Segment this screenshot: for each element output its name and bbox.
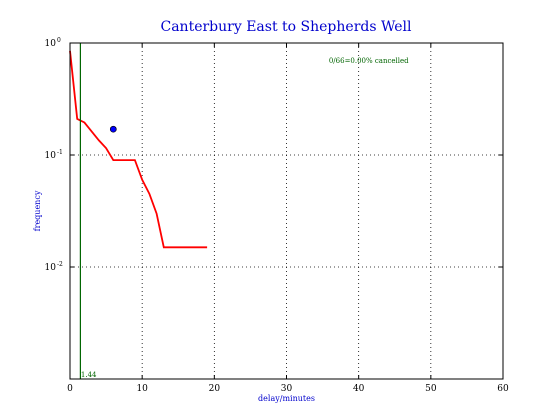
mean-delay-label: 1.44	[81, 371, 97, 379]
x-tick-label: 50	[425, 384, 437, 394]
y-tick-exponent: -2	[57, 261, 63, 268]
x-axis-label: delay/minutes	[258, 394, 315, 403]
delay-frequency-line	[69, 50, 208, 249]
chart-title: Canterbury East to Shepherds Well	[161, 19, 412, 35]
y-tick-label: 10	[45, 263, 57, 273]
series-layer: 1.44	[69, 43, 208, 379]
y-tick-exponent: 0	[57, 37, 61, 44]
y-axis-label: frequency	[33, 190, 42, 231]
data-point-marker	[109, 125, 117, 133]
grid	[70, 43, 503, 379]
x-tick-label: 30	[281, 384, 293, 394]
y-tick-label: 10	[45, 151, 57, 161]
x-tick-label: 60	[497, 384, 509, 394]
x-tick-label: 10	[136, 384, 148, 394]
x-tick-label: 20	[209, 384, 221, 394]
x-tick-label: 0	[67, 384, 73, 394]
y-tick-label: 10	[45, 39, 57, 49]
y-tick-exponent: -1	[57, 149, 63, 156]
cancelled-annotation: 0/66=0.00% cancelled	[329, 57, 409, 65]
x-tick-label: 40	[353, 384, 365, 394]
